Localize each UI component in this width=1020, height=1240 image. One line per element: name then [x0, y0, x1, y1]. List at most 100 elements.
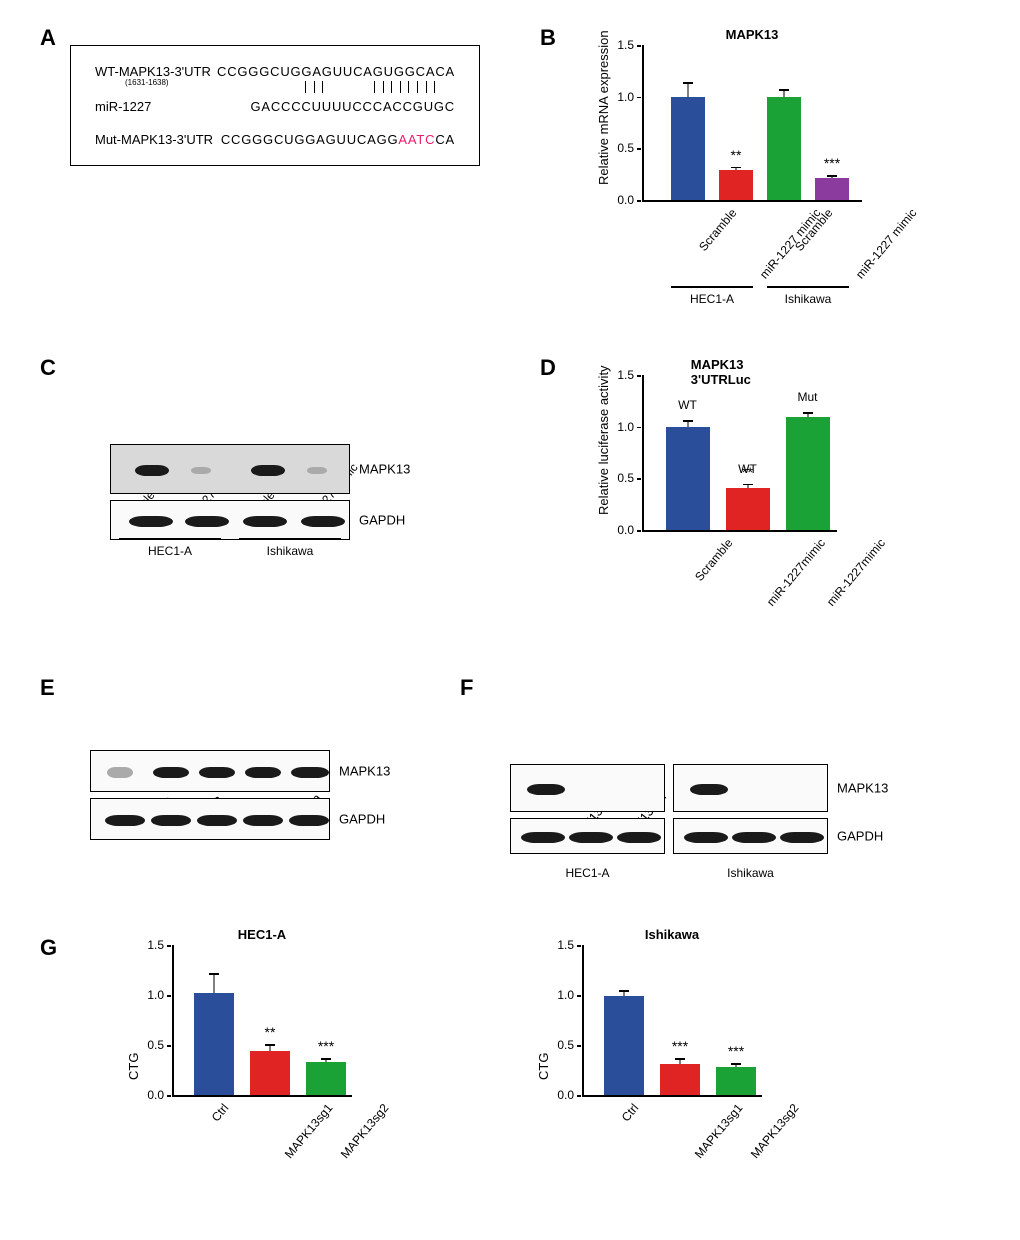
blot-band	[107, 767, 133, 778]
blot-box: GAPDH	[673, 818, 828, 854]
blot-band	[617, 832, 661, 843]
blot-box	[510, 764, 665, 812]
chart-D: MAPK13 3'UTRLuc0.00.51.01.5Relative luci…	[600, 375, 837, 550]
chart-title: MAPK13	[726, 27, 779, 42]
panel-label-F: F	[460, 675, 473, 701]
bar	[250, 1051, 290, 1095]
seq-text-wt: CCGGGCUGGAGUUCAGUGGCACA	[217, 64, 455, 79]
blot-band	[527, 784, 565, 795]
blot-band	[780, 832, 824, 843]
blot-protein-label: GAPDH	[359, 513, 405, 528]
bar	[716, 1067, 756, 1095]
x-tick-label: Ctrl	[209, 1101, 232, 1124]
blot-band	[690, 784, 728, 795]
blot-band	[307, 467, 327, 474]
blot-E: HEuECHEC1-AHEC1-BAN3CAIshikawaMAPK13GAPD…	[90, 680, 330, 840]
blot-band	[153, 767, 189, 778]
y-axis-label: CTG	[536, 1053, 551, 1080]
bar	[604, 996, 644, 1095]
blot-band	[521, 832, 565, 843]
blot-band	[191, 467, 211, 474]
blot-band	[251, 465, 285, 476]
chart-G-hec1a: HEC1-A0.00.51.01.5CTGCtrl**MAPK13sg1***M…	[130, 945, 352, 1115]
blot-band	[105, 815, 145, 826]
x-tick-label: MAPK13sg1	[282, 1101, 336, 1161]
significance-marker: ***	[672, 1038, 688, 1054]
chart-G-ishikawa: Ishikawa0.00.51.01.5CTGCtrl***MAPK13sg1*…	[540, 945, 762, 1115]
blot-protein-label: MAPK13	[359, 462, 410, 477]
y-tick-label: 1.5	[540, 938, 574, 952]
panel-label-A: A	[40, 25, 56, 51]
significance-marker: **	[731, 147, 742, 163]
blot-band	[197, 815, 237, 826]
panel-label-B: B	[540, 25, 556, 51]
blot-protein-label: MAPK13	[837, 781, 888, 796]
seq-name-wt: WT-MAPK13-3'UTR(1631-1638)	[95, 64, 217, 79]
blot-box: MAPK13	[110, 444, 350, 494]
sequence-bonds	[245, 83, 455, 95]
group-label: HEC1-A	[565, 866, 609, 880]
group-label: Ishikawa	[727, 866, 774, 880]
x-tick-label: Scramble	[692, 536, 735, 584]
blot-band	[245, 767, 281, 778]
y-tick-label: 1.5	[130, 938, 164, 952]
blot-band	[569, 832, 613, 843]
bar-annotation: WT	[738, 462, 757, 476]
y-tick-label: 0.5	[540, 1038, 574, 1052]
blot-band	[243, 516, 287, 527]
blot-protein-label: GAPDH	[339, 812, 385, 827]
y-tick-label: 0.0	[600, 523, 634, 537]
x-tick-label: miR-1227mimic	[824, 536, 888, 609]
x-tick-label: Scramble	[696, 206, 739, 254]
seq-name-mut: Mut-MAPK13-3'UTR	[95, 132, 221, 147]
blot-box: MAPK13	[673, 764, 828, 812]
chart-title: MAPK13 3'UTRLuc	[691, 357, 789, 387]
significance-marker: **	[265, 1024, 276, 1040]
panel-A: A WT-MAPK13-3'UTR(1631-1638) CCGGGCUGGAG…	[40, 25, 510, 195]
blot-band	[732, 832, 776, 843]
bar	[671, 97, 705, 200]
bar-annotation: Mut	[797, 390, 817, 404]
blot-band	[301, 516, 345, 527]
bar	[194, 993, 234, 1095]
panel-label-E: E	[40, 675, 55, 701]
blot-protein-label: GAPDH	[837, 829, 883, 844]
x-tick-label: MAPK13sg2	[338, 1101, 392, 1161]
y-tick-label: 0.0	[130, 1088, 164, 1102]
blot-band	[185, 516, 229, 527]
chart-title: HEC1-A	[238, 927, 286, 942]
panel-D: D MAPK13 3'UTRLuc0.00.51.01.5Relative lu…	[540, 355, 980, 665]
chart-B: MAPK130.00.51.01.5Relative mRNA expressi…	[600, 45, 862, 220]
y-tick-label: 1.0	[540, 988, 574, 1002]
blot-box	[510, 818, 665, 854]
blot-box: GAPDH	[110, 500, 350, 540]
group-label: HEC1-A	[148, 544, 192, 558]
seq-text-mut: CCGGGCUGGAGUUCAGGAATCCA	[221, 132, 455, 147]
significance-marker: ***	[728, 1043, 744, 1059]
bar	[306, 1062, 346, 1095]
significance-marker: ***	[318, 1038, 334, 1054]
bar	[666, 427, 710, 530]
bar	[767, 97, 801, 200]
panel-F: F CtrlMAPK13sg1MAPK13sg2CtrlMAPK13sg1MAP…	[460, 675, 980, 905]
bar-annotation: WT	[678, 398, 697, 412]
seq-text-mir: GACCCCUUUUCCCACCGUGC	[237, 99, 455, 114]
blot-box: MAPK13	[90, 750, 330, 792]
panel-E: E HEuECHEC1-AHEC1-BAN3CAIshikawaMAPK13GA…	[40, 675, 450, 905]
blot-box: GAPDH	[90, 798, 330, 840]
blot-band	[291, 767, 329, 778]
blot-band	[199, 767, 235, 778]
y-axis-label: Relative mRNA expression	[596, 30, 611, 185]
panel-G: G HEC1-A0.00.51.01.5CTGCtrl**MAPK13sg1**…	[40, 935, 980, 1215]
y-tick-label: 0.0	[600, 193, 634, 207]
blot-C: ScramblemiR-1227 mimicScramblemiR-1227 m…	[110, 360, 350, 540]
panel-B: B MAPK130.00.51.01.5Relative mRNA expres…	[540, 25, 980, 355]
bar	[786, 417, 830, 530]
panel-C: C ScramblemiR-1227 mimicScramblemiR-1227…	[40, 355, 510, 635]
panel-label-G: G	[40, 935, 57, 961]
blot-band	[129, 516, 173, 527]
y-tick-label: 0.0	[540, 1088, 574, 1102]
x-tick-label: miR-1227 mimic	[853, 206, 919, 281]
group-label: Ishikawa	[785, 292, 832, 306]
x-tick-label: Ctrl	[619, 1101, 642, 1124]
